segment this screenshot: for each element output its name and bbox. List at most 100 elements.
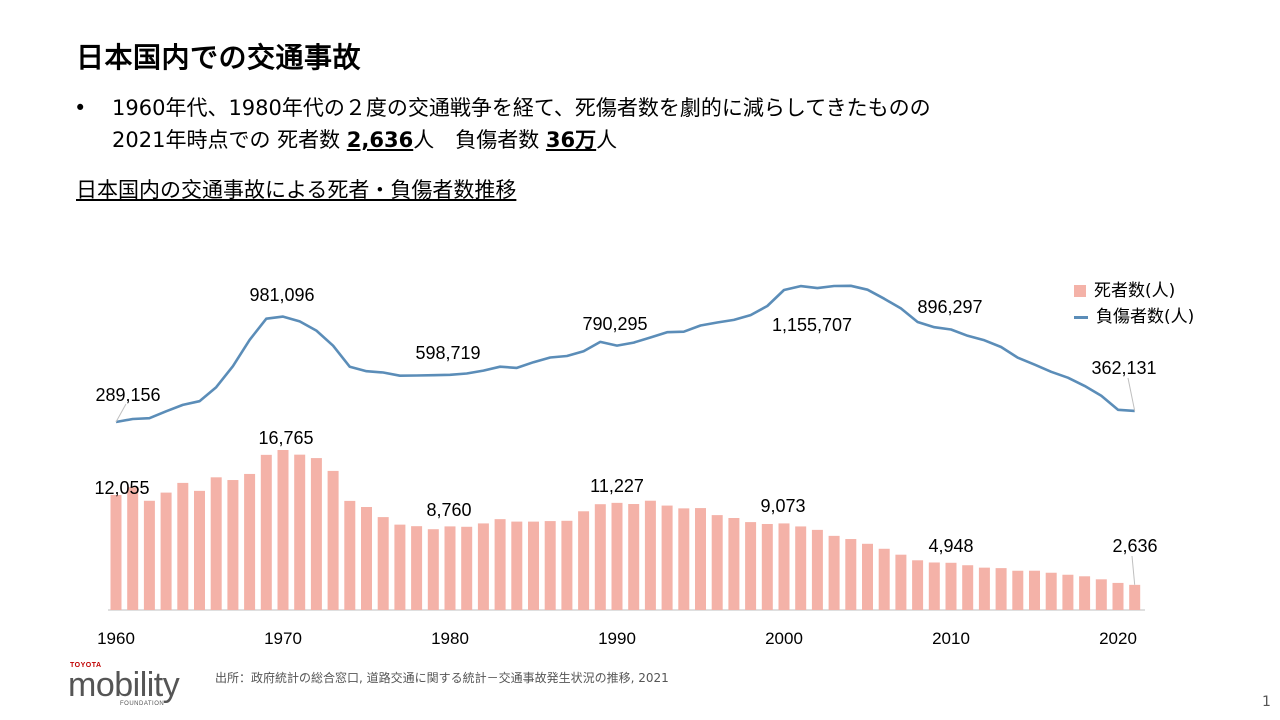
bar-deaths-1986 — [544, 521, 556, 610]
bar-deaths-2015 — [1029, 570, 1040, 610]
bar-deaths-2006 — [878, 548, 890, 610]
bar-deaths-1964 — [177, 482, 189, 610]
bar-deaths-1981 — [461, 526, 473, 610]
bar-deaths-1973 — [327, 470, 339, 610]
bar-deaths-1968 — [244, 473, 256, 610]
bar-deaths-2012 — [978, 567, 990, 610]
label-injured-2021: 362,131 — [1091, 358, 1156, 378]
bar-deaths-1969 — [260, 454, 272, 610]
deaths-highlight: 2,636 — [346, 128, 414, 152]
bar-deaths-1994 — [678, 508, 690, 610]
injured-highlight: 36万 — [545, 128, 597, 152]
bullet-line-2-mid: 人 負傷者数 — [413, 128, 546, 152]
leader-line-deaths-2021 — [1131, 555, 1136, 585]
bar-deaths-1971 — [294, 454, 306, 610]
bar-deaths-2014 — [1012, 570, 1024, 610]
bar-deaths-2009 — [928, 562, 940, 610]
x-tick-2010: 2010 — [932, 629, 970, 648]
bar-deaths-1974 — [344, 500, 356, 610]
label-deaths-2010: 4,948 — [928, 536, 973, 556]
bar-deaths-2002 — [811, 529, 823, 610]
bar-deaths-1989 — [594, 504, 606, 610]
legend-item-injured: 負傷者数(人) — [1074, 304, 1194, 330]
bar-deaths-1976 — [377, 517, 389, 610]
legend-swatch-deaths — [1074, 285, 1086, 297]
bar-deaths-1970 — [277, 450, 289, 610]
bullet-line-1: 1960年代、1980年代の２度の交通戦争を経て、死傷者数を劇的に減らしてきたも… — [112, 96, 931, 120]
label-deaths-1980: 8,760 — [426, 500, 471, 520]
x-tick-2020: 2020 — [1099, 629, 1137, 648]
bar-deaths-1961 — [127, 487, 139, 610]
label-injured-1960: 289,156 — [95, 385, 160, 405]
bar-deaths-2011 — [962, 565, 974, 610]
bar-deaths-1962 — [143, 500, 155, 610]
legend-label-deaths: 死者数(人) — [1094, 281, 1176, 301]
x-tick-1990: 1990 — [598, 629, 636, 648]
chart-legend: 死者数(人) 負傷者数(人) — [1074, 278, 1194, 330]
bullet-dot: • — [74, 96, 87, 120]
x-tick-1960: 1960 — [97, 629, 135, 648]
bar-deaths-1972 — [310, 458, 322, 610]
bar-deaths-2008 — [912, 560, 924, 610]
bar-deaths-2001 — [795, 526, 807, 610]
page-title: 日本国内での交通事故 — [76, 41, 362, 74]
bar-deaths-1992 — [644, 500, 656, 610]
label-deaths-1970: 16,765 — [258, 428, 313, 448]
bar-deaths-1996 — [711, 515, 723, 610]
bar-deaths-1995 — [695, 508, 706, 610]
bar-deaths-1997 — [728, 517, 740, 610]
legend-label-injured: 負傷者数(人) — [1096, 307, 1195, 327]
bar-deaths-1993 — [661, 505, 673, 610]
bullet-line-2-suffix: 人 — [596, 128, 618, 152]
leader-line-injured-2021 — [1127, 377, 1136, 411]
bar-deaths-1988 — [578, 511, 590, 610]
bar-deaths-2019 — [1095, 579, 1107, 610]
bar-deaths-1963 — [160, 492, 172, 610]
label-injured-1970: 981,096 — [249, 285, 314, 305]
x-tick-1980: 1980 — [431, 629, 469, 648]
bar-deaths-2018 — [1079, 576, 1091, 610]
bar-deaths-1990 — [611, 502, 623, 610]
bar-deaths-2013 — [995, 568, 1007, 610]
bar-deaths-2007 — [895, 554, 907, 610]
label-injured-1980: 598,719 — [415, 343, 480, 363]
label-deaths-2000: 9,073 — [760, 496, 805, 516]
label-deaths-1990: 11,227 — [590, 476, 644, 496]
bar-deaths-1991 — [628, 504, 640, 610]
bar-deaths-2000 — [778, 523, 790, 610]
bar-deaths-1975 — [361, 507, 372, 610]
bar-deaths-1983 — [494, 519, 506, 610]
bullet-line-2: 2021年時点での 死者数 2,636人 負傷者数 36万人 — [112, 124, 617, 156]
logo-toyota-text: TOYOTA — [70, 662, 102, 669]
logo-foundation-text: FOUNDATION — [120, 701, 165, 707]
bar-deaths-1966 — [210, 477, 222, 610]
bar-deaths-1977 — [394, 524, 406, 610]
bar-deaths-1967 — [227, 480, 239, 610]
bar-deaths-1998 — [745, 522, 757, 610]
x-tick-1970: 1970 — [264, 629, 302, 648]
x-tick-2000: 2000 — [765, 629, 803, 648]
mobility-foundation-logo: TOYOTA mobility FOUNDATION — [62, 662, 192, 710]
label-injured-1990: 790,295 — [582, 314, 647, 334]
page-number: 1 — [1262, 694, 1271, 710]
source-note: 出所：政府統計の総合窓口, 道路交通に関する統計－交通事故発生状況の推移, 20… — [215, 671, 669, 685]
bar-deaths-1965 — [194, 490, 205, 610]
bar-deaths-2017 — [1062, 574, 1074, 610]
legend-item-deaths: 死者数(人) — [1074, 278, 1194, 304]
label-deaths-2021: 2,636 — [1112, 536, 1157, 556]
bar-deaths-1979 — [427, 529, 439, 610]
label-injured-2000: 1,155,707 — [772, 315, 852, 335]
bar-deaths-1978 — [411, 526, 423, 610]
bar-deaths-1960 — [110, 494, 122, 610]
leader-line-injured-1960 — [115, 403, 127, 423]
chart-subtitle: 日本国内の交通事故による死者・負傷者数推移 — [76, 178, 517, 202]
bar-deaths-2021 — [1129, 584, 1141, 610]
bar-deaths-1982 — [477, 523, 489, 610]
bar-deaths-2003 — [828, 535, 840, 610]
label-injured-2010: 896,297 — [917, 297, 982, 317]
bar-deaths-1980 — [444, 526, 456, 610]
bar-deaths-2005 — [862, 543, 873, 610]
line-injured — [115, 284, 1135, 424]
bar-deaths-2020 — [1112, 582, 1124, 610]
